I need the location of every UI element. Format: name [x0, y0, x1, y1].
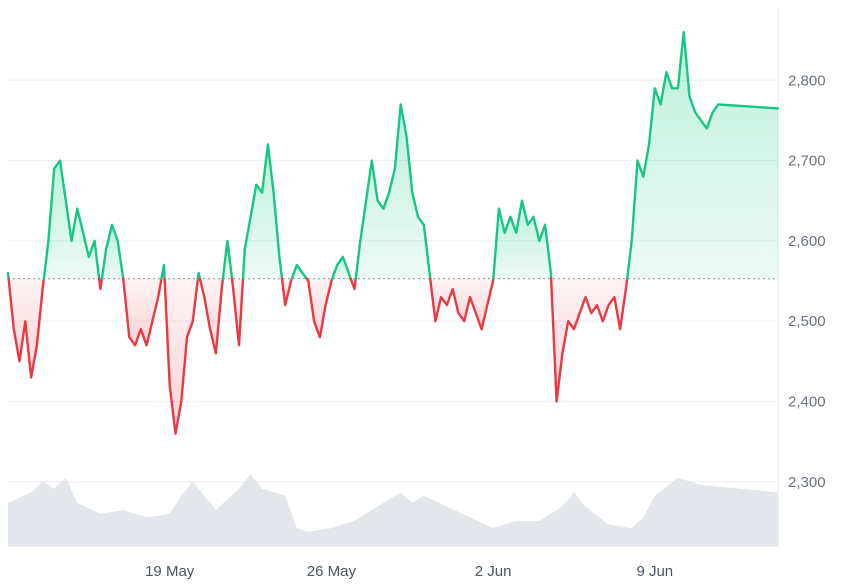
- fill-below-baseline: [306, 278, 333, 338]
- fill-above-baseline: [355, 104, 431, 279]
- price-line-down: [305, 277, 334, 339]
- fill-above-baseline: [243, 144, 282, 279]
- fill-above-baseline: [627, 32, 778, 279]
- price-line-up: [290, 263, 308, 280]
- price-line-up: [221, 239, 234, 280]
- x-axis: 19 May 26 May 2 Jun 9 Jun: [145, 563, 673, 580]
- price-line-up: [100, 223, 125, 280]
- price-line-up: [42, 159, 101, 280]
- price-line[interactable]: [6, 30, 780, 435]
- price-line-down: [7, 277, 46, 379]
- price-line-down: [280, 277, 293, 307]
- fill-above-baseline: [493, 200, 552, 279]
- price-line-down: [429, 277, 495, 331]
- x-tick-label: 9 Jun: [636, 563, 673, 580]
- y-tick-label: 2,700: [788, 153, 826, 170]
- price-line-down: [549, 277, 629, 403]
- price-line-down: [198, 277, 225, 355]
- price-line-down: [122, 277, 163, 347]
- price-line-up: [492, 199, 553, 280]
- fill-above-baseline: [43, 160, 100, 279]
- x-tick-label: 26 May: [307, 563, 357, 580]
- price-line-down: [230, 277, 245, 347]
- fill-below-baseline: [123, 278, 162, 346]
- volume-area: [8, 474, 778, 546]
- price-line-up: [331, 255, 352, 280]
- y-tick-label: 2,800: [788, 72, 826, 89]
- y-tick-label: 2,300: [788, 474, 826, 491]
- fill-above-baseline: [101, 224, 124, 279]
- price-line-up: [196, 271, 202, 280]
- y-tick-label: 2,600: [788, 233, 826, 250]
- fill-below-baseline: [551, 278, 628, 402]
- x-tick-label: 19 May: [145, 563, 195, 580]
- price-line-down: [97, 277, 104, 291]
- price-line-up: [354, 103, 432, 280]
- fill-above-baseline: [332, 256, 351, 279]
- y-axis: 2,300 2,400 2,500 2,600 2,700 2,800: [788, 72, 826, 490]
- price-line-up: [626, 30, 780, 280]
- volume-series: [8, 474, 778, 546]
- x-tick-label: 2 Jun: [475, 563, 512, 580]
- fill-below-baseline: [164, 278, 198, 434]
- price-line-up: [160, 263, 166, 280]
- price-fill: [8, 32, 778, 434]
- price-line-up: [241, 143, 284, 280]
- price-line-down: [163, 277, 200, 435]
- price-line-down: [349, 277, 357, 291]
- y-tick-label: 2,500: [788, 313, 826, 330]
- y-tick-label: 2,400: [788, 393, 826, 410]
